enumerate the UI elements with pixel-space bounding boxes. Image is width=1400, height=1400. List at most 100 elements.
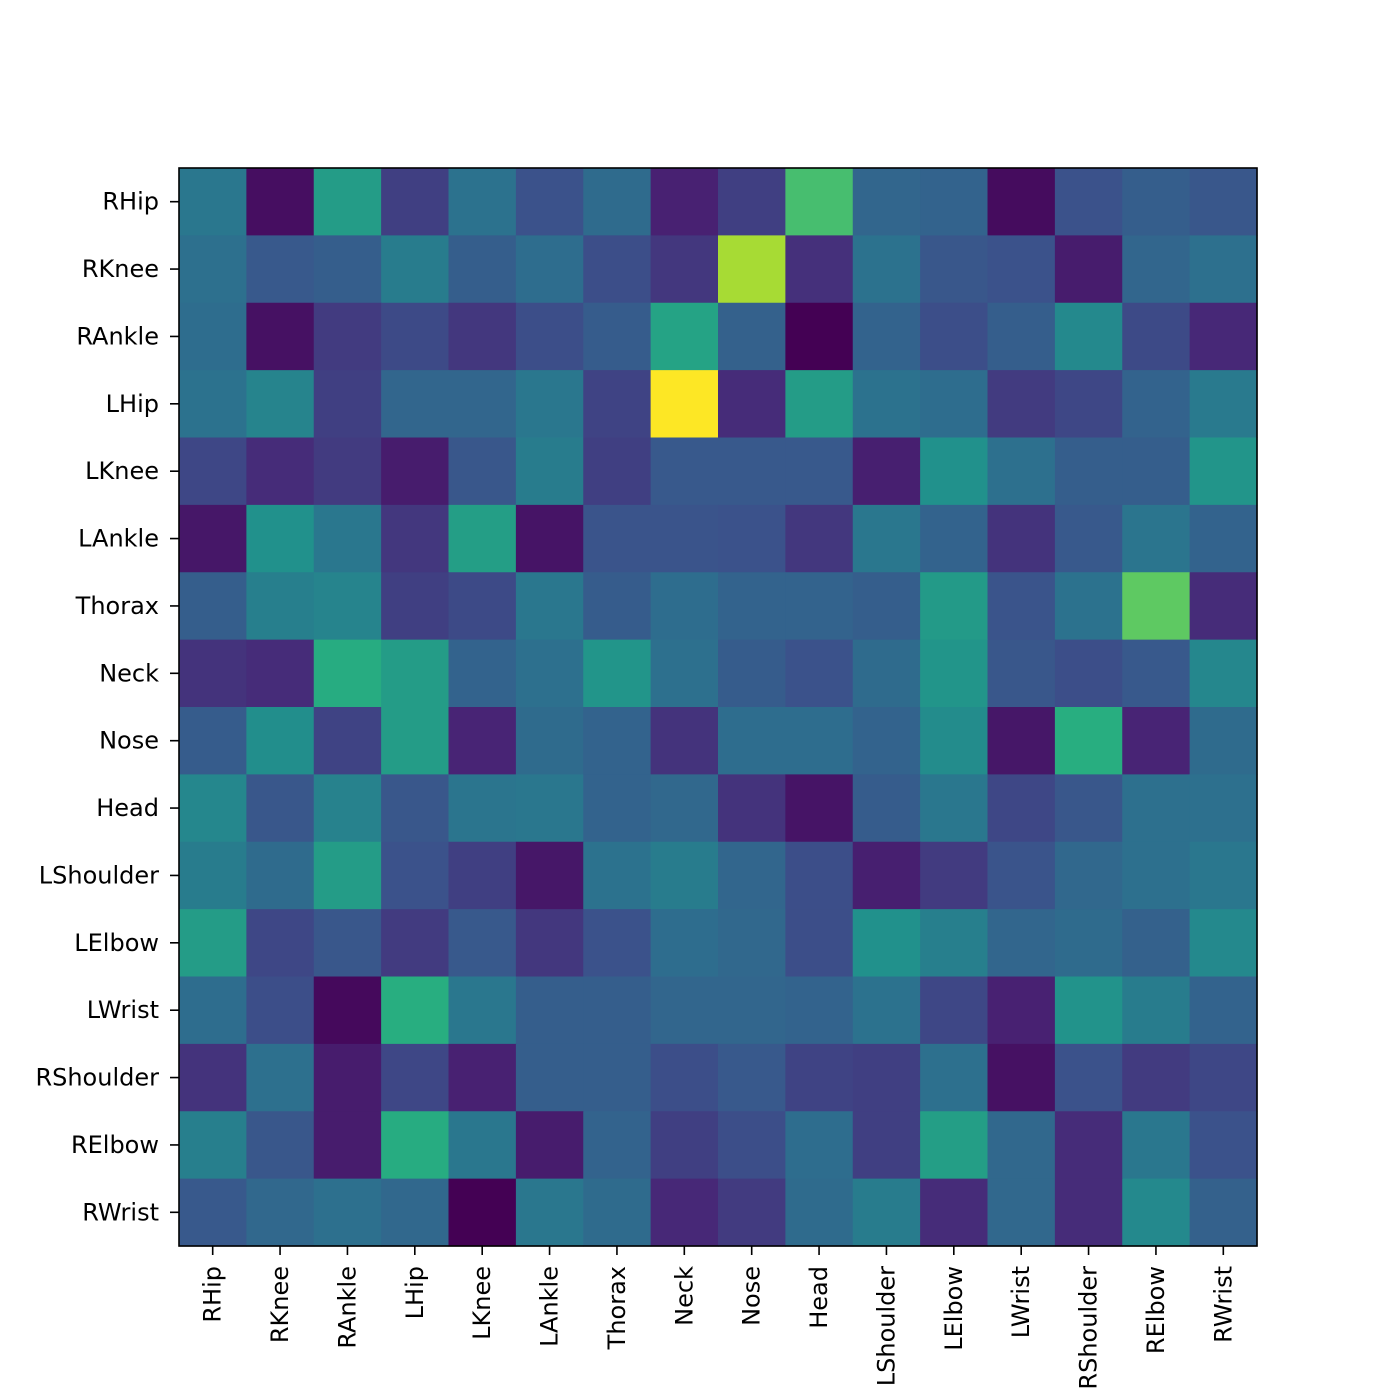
- heatmap-cell-lhip-head: [785, 370, 854, 439]
- heatmap-cell-neck-lwrist: [987, 639, 1056, 708]
- heatmap-cell-lelbow-lankle: [515, 909, 584, 978]
- y-tick-label: LShoulder: [39, 861, 159, 889]
- y-tick-label: LAnkle: [78, 525, 159, 553]
- x-tick-label: RHip: [199, 1266, 227, 1323]
- heatmap-cell-nose-rhip: [179, 707, 247, 775]
- heatmap-cell-nose-rknee: [246, 707, 315, 775]
- heatmap-cell-rankle-neck: [650, 302, 719, 371]
- heatmap-cell-lhip-lshoulder: [852, 370, 921, 439]
- heatmap-cell-lhip-neck: [650, 370, 719, 439]
- heatmap-cell-rwrist-nose: [718, 1178, 786, 1247]
- y-tick-label: Thorax: [75, 592, 159, 620]
- heatmap-cell-rknee-rshoulder: [1054, 235, 1123, 304]
- heatmap-cell-rwrist-lknee: [448, 1178, 517, 1247]
- heatmap-cell-rknee-head: [785, 235, 854, 304]
- heatmap-cell-lwrist-lknee: [448, 976, 517, 1045]
- x-tick-label: LWrist: [1007, 1266, 1035, 1338]
- heatmap-cell-lhip-relbow: [1122, 370, 1191, 439]
- heatmap-cell-rshoulder-rknee: [246, 1043, 315, 1112]
- heatmap-cell-rknee-lelbow: [920, 235, 989, 304]
- heatmap-cell-rankle-lknee: [448, 302, 517, 371]
- heatmap-cell-lwrist-relbow: [1122, 976, 1191, 1045]
- heatmap-cell-lhip-rshoulder: [1054, 370, 1123, 439]
- heatmap-cell-lknee-neck: [650, 437, 719, 506]
- heatmap-cell-relbow-lshoulder: [852, 1111, 921, 1180]
- heatmap-cell-rwrist-relbow: [1122, 1178, 1191, 1247]
- heatmap-cell-head-rhip: [179, 774, 247, 843]
- heatmap-cell-lknee-rhip: [179, 437, 247, 506]
- heatmap-cell-rshoulder-rshoulder: [1054, 1043, 1123, 1112]
- y-tick-label: LKnee: [85, 457, 159, 485]
- y-tick-label: LWrist: [87, 996, 159, 1024]
- heatmap-cell-rankle-lwrist: [987, 302, 1056, 371]
- heatmap-cell-rshoulder-relbow: [1122, 1043, 1191, 1112]
- heatmap-cell-relbow-rknee: [246, 1111, 315, 1180]
- heatmap-cell-rankle-relbow: [1122, 302, 1191, 371]
- heatmap-cell-head-relbow: [1122, 774, 1191, 843]
- heatmap-cell-lelbow-rankle: [313, 909, 382, 978]
- heatmap-cell-neck-lshoulder: [852, 639, 921, 708]
- heatmap-cell-lankle-lshoulder: [852, 504, 921, 573]
- heatmap-cell-lshoulder-lhip: [381, 841, 450, 910]
- heatmap-cell-relbow-lelbow: [920, 1111, 989, 1180]
- heatmap-cell-lelbow-nose: [718, 909, 786, 978]
- heatmap-cell-rankle-lankle: [515, 302, 584, 371]
- heatmap-cell-nose-lankle: [515, 707, 584, 775]
- heatmap-cell-rhip-head: [785, 168, 854, 236]
- heatmap-cell-lhip-rhip: [179, 370, 247, 439]
- heatmap-cell-nose-rankle: [313, 707, 382, 775]
- heatmap-cell-thorax-head: [785, 572, 854, 641]
- heatmap-cell-lshoulder-rknee: [246, 841, 315, 910]
- heatmap-cell-lknee-rankle: [313, 437, 382, 506]
- heatmap-cell-lknee-rshoulder: [1054, 437, 1123, 506]
- heatmap-cell-lhip-nose: [718, 370, 786, 439]
- heatmap-cell-head-head: [785, 774, 854, 843]
- heatmap-cell-lshoulder-rhip: [179, 841, 247, 910]
- heatmap-cell-thorax-nose: [718, 572, 786, 641]
- heatmap-cell-rknee-lwrist: [987, 235, 1056, 304]
- heatmap-cell-lankle-rwrist: [1189, 504, 1258, 573]
- heatmap-cell-rankle-lelbow: [920, 302, 989, 371]
- heatmap-cell-lwrist-rhip: [179, 976, 247, 1045]
- heatmap-cell-rankle-rhip: [179, 302, 247, 371]
- heatmap-cell-rankle-head: [785, 302, 854, 371]
- heatmap-cell-rwrist-rhip: [179, 1178, 247, 1247]
- heatmap-cell-lshoulder-lshoulder: [852, 841, 921, 910]
- heatmap-cell-head-thorax: [583, 774, 652, 843]
- heatmap-cell-rhip-lshoulder: [852, 168, 921, 236]
- x-tick-label: Thorax: [603, 1266, 631, 1350]
- heatmap-cell-nose-lhip: [381, 707, 450, 775]
- heatmap-cell-neck-rshoulder: [1054, 639, 1123, 708]
- heatmap-cell-lankle-rhip: [179, 504, 247, 573]
- heatmap-cell-neck-nose: [718, 639, 786, 708]
- heatmap-cell-rshoulder-rwrist: [1189, 1043, 1258, 1112]
- heatmap-cell-head-lankle: [515, 774, 584, 843]
- heatmap-cell-neck-thorax: [583, 639, 652, 708]
- heatmap-cell-rknee-thorax: [583, 235, 652, 304]
- heatmap-cell-lknee-lhip: [381, 437, 450, 506]
- heatmap-cell-thorax-lelbow: [920, 572, 989, 641]
- heatmap-cell-rshoulder-head: [785, 1043, 854, 1112]
- heatmap-cell-nose-relbow: [1122, 707, 1191, 775]
- heatmap-cell-rwrist-neck: [650, 1178, 719, 1247]
- heatmap-cell-rknee-rwrist: [1189, 235, 1258, 304]
- y-tick-label: RElbow: [71, 1131, 159, 1159]
- heatmap-cell-rwrist-rknee: [246, 1178, 315, 1247]
- heatmap-cell-head-lhip: [381, 774, 450, 843]
- heatmap-cell-relbow-rwrist: [1189, 1111, 1258, 1180]
- y-tick-label: RShoulder: [35, 1064, 159, 1092]
- heatmap-cell-lshoulder-lwrist: [987, 841, 1056, 910]
- heatmap-cell-neck-lankle: [515, 639, 584, 708]
- heatmap-cell-lankle-lhip: [381, 504, 450, 573]
- heatmap-cell-rshoulder-lknee: [448, 1043, 517, 1112]
- plot-frame: [178, 167, 1258, 1247]
- heatmap-cell-rknee-lknee: [448, 235, 517, 304]
- heatmap-cell-lelbow-rshoulder: [1054, 909, 1123, 978]
- heatmap-cell-relbow-nose: [718, 1111, 786, 1180]
- heatmap-cell-relbow-head: [785, 1111, 854, 1180]
- heatmap-cell-rhip-rankle: [313, 168, 382, 236]
- heatmap-cell-lhip-lhip: [381, 370, 450, 439]
- heatmap-cell-nose-rwrist: [1189, 707, 1258, 775]
- heatmap-cell-rwrist-lhip: [381, 1178, 450, 1247]
